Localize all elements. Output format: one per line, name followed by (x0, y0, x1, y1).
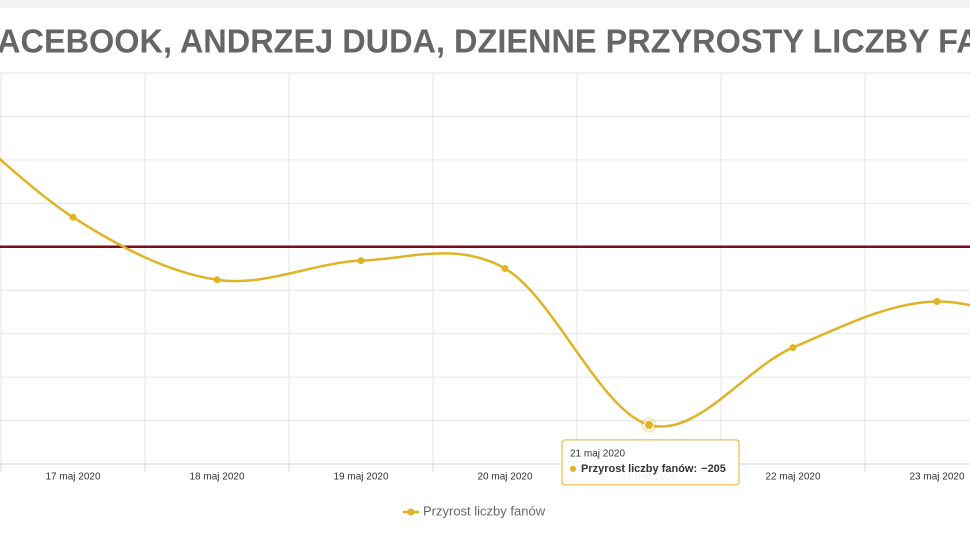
x-tick-label: 19 maj 2020 (333, 472, 388, 483)
point[interactable] (213, 276, 221, 284)
top-strip (0, 0, 970, 8)
grid (0, 72, 970, 472)
tooltip-title: 21 maj 2020 (570, 449, 625, 460)
tooltip: 21 maj 2020 Przyrost liczby fanów: −205 (561, 416, 740, 486)
legend-marker (407, 508, 415, 516)
x-tick-label: 17 maj 2020 (45, 472, 100, 483)
tooltip-value: −205 (701, 463, 726, 475)
legend-label[interactable]: Przyrost liczby fanów (423, 503, 546, 518)
x-tick-label: 20 maj 2020 (477, 472, 532, 483)
chart-title: FACEBOOK, ANDRZEJ DUDA, DZIENNE PRZYROST… (0, 23, 970, 60)
point[interactable] (69, 213, 77, 221)
plot (0, 157, 970, 429)
point[interactable] (501, 265, 509, 272)
x-tick-label: 22 maj 2020 (765, 472, 820, 483)
hover-point (644, 419, 654, 430)
x-tick-label: 23 maj 2020 (909, 472, 964, 483)
tooltip-marker (570, 465, 576, 472)
series-line (0, 157, 970, 428)
point[interactable] (933, 298, 941, 306)
tooltip-text: Przyrost liczby fanów: (581, 463, 697, 475)
x-tick-label: 18 maj 2020 (189, 472, 244, 483)
labels: 17 maj 2020 18 maj 2020 19 maj 2020 20 maj … (45, 472, 964, 483)
point[interactable] (357, 257, 365, 265)
point[interactable] (789, 344, 797, 352)
tooltip-box (561, 439, 740, 486)
legend[interactable]: Przyrost liczby fanów (403, 503, 546, 518)
